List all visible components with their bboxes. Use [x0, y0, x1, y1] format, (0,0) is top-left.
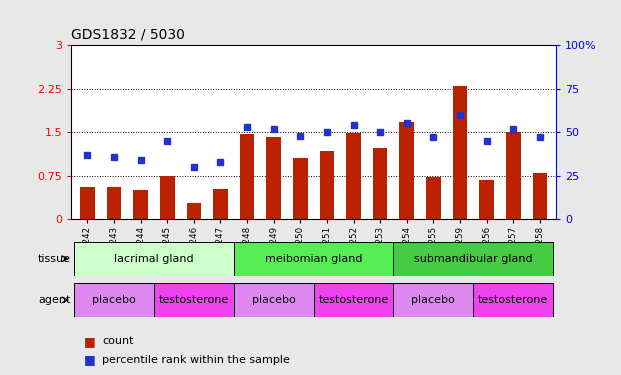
Text: agent: agent [39, 295, 71, 305]
Bar [186, 203, 201, 219]
Bar [213, 189, 228, 219]
Text: percentile rank within the sample: percentile rank within the sample [102, 355, 291, 365]
Bar [293, 158, 307, 219]
Bar [134, 190, 148, 219]
Text: lacrimal gland: lacrimal gland [114, 254, 194, 264]
Bar [373, 148, 388, 219]
Text: testosterone: testosterone [478, 295, 548, 305]
Bar [233, 283, 314, 317]
Bar [426, 177, 441, 219]
Bar [479, 180, 494, 219]
Text: submandibular gland: submandibular gland [414, 254, 533, 264]
Text: testosterone: testosterone [159, 295, 229, 305]
Bar [473, 283, 553, 317]
Bar [233, 242, 394, 276]
Bar [399, 122, 414, 219]
Bar [532, 173, 547, 219]
Text: ■: ■ [84, 354, 96, 366]
Text: ■: ■ [84, 335, 96, 348]
Bar [74, 283, 154, 317]
Text: tissue: tissue [38, 254, 71, 264]
Text: count: count [102, 336, 134, 346]
Bar [314, 283, 394, 317]
Bar [74, 242, 233, 276]
Text: placebo: placebo [412, 295, 455, 305]
Bar [160, 176, 175, 219]
Text: GDS1832 / 5030: GDS1832 / 5030 [71, 27, 185, 41]
Bar [453, 86, 467, 219]
Text: testosterone: testosterone [319, 295, 389, 305]
Bar [394, 242, 553, 276]
Text: placebo: placebo [92, 295, 136, 305]
Bar [506, 132, 520, 219]
Bar [240, 134, 255, 219]
Bar [266, 137, 281, 219]
Bar [80, 188, 94, 219]
Bar [346, 133, 361, 219]
Bar [320, 151, 334, 219]
Text: meibomian gland: meibomian gland [265, 254, 363, 264]
Bar [394, 283, 473, 317]
Text: placebo: placebo [252, 295, 296, 305]
Bar [107, 188, 121, 219]
Bar [154, 283, 233, 317]
